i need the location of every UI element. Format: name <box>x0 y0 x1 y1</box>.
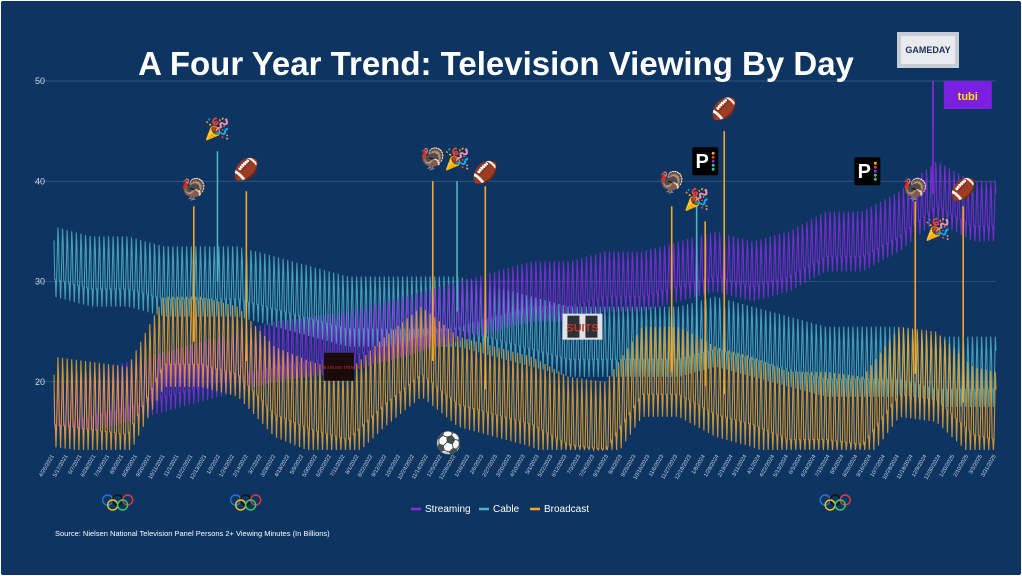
peacock-logo-text: P <box>858 161 871 183</box>
legend-label-cable: Cable <box>493 504 520 515</box>
legend-label-broadcast: Broadcast <box>544 504 589 515</box>
soccer-ball-icon: ⚽ <box>434 430 461 455</box>
olympic-rings-icon <box>229 494 262 511</box>
olympic-rings-icon <box>101 494 134 511</box>
olympic-ring <box>116 499 129 511</box>
tubi-logo-icon: tubi <box>943 81 992 110</box>
party-popper-icon: 🎉 <box>684 186 710 212</box>
turkey-icon: 🦃 <box>659 169 685 194</box>
gameday-logo-icon: GAMEDAY <box>897 32 959 68</box>
gameday-logo-text: GAMEDAY <box>905 45 950 55</box>
legend-label-streaming: Streaming <box>425 504 471 515</box>
peacock-logo-text: P <box>696 151 709 173</box>
y-tick-label: 40 <box>35 176 45 186</box>
peacock-logo-bg <box>854 157 881 186</box>
tubi-logo-bg <box>943 81 992 110</box>
football-icon: 🏈 <box>711 96 737 122</box>
peacock-dot <box>873 161 877 165</box>
y-tick-label: 50 <box>35 76 45 86</box>
peacock-logo-icon: P <box>854 157 881 186</box>
party-popper-icon: 🎉 <box>444 146 470 172</box>
peacock-dot <box>873 173 877 177</box>
series-line-cable <box>53 227 997 407</box>
peacock-logo-bg <box>692 147 719 176</box>
tubi-logo-text: tubi <box>958 91 978 103</box>
peacock-dot <box>711 151 715 155</box>
suits-logo-icon: SUITS <box>562 313 603 340</box>
y-tick-label: 30 <box>35 277 45 287</box>
turkey-icon: 🦃 <box>420 146 446 171</box>
peacock-dot <box>873 165 877 169</box>
stranger-logo-text: STRANGER THINGS <box>318 365 360 370</box>
peacock-dot <box>711 155 715 159</box>
chart-title: A Four Year Trend: Television Viewing By… <box>138 45 854 82</box>
series-line-broadcast <box>53 296 997 452</box>
peacock-dot <box>711 163 715 167</box>
party-popper-icon: 🎉 <box>204 116 230 142</box>
football-icon: 🏈 <box>950 176 976 202</box>
suits-figure <box>567 315 580 338</box>
y-tick-label: 20 <box>35 377 45 387</box>
peacock-dot <box>873 169 877 173</box>
turkey-icon: 🦃 <box>902 176 928 201</box>
series-line-streaming <box>53 161 997 442</box>
olympic-rings-icon <box>819 494 851 511</box>
peacock-dot <box>711 167 715 171</box>
turkey-icon: 🦃 <box>181 176 207 201</box>
peacock-dot <box>873 177 877 181</box>
gameday-logo-inner <box>901 36 955 64</box>
party-popper-icon: 🎉 <box>924 216 950 242</box>
peacock-dot <box>711 159 715 163</box>
olympic-ring <box>244 499 257 511</box>
suits-figure <box>585 315 598 338</box>
source-note: Source: Nielsen National Television Pane… <box>55 529 330 538</box>
stranger-things-logo-icon: STRANGER THINGS <box>318 352 360 381</box>
stranger-logo-bg <box>323 352 354 381</box>
peacock-logo-icon: P <box>692 147 719 176</box>
football-icon: 🏈 <box>472 159 498 185</box>
olympic-ring <box>834 499 846 511</box>
football-icon: 🏈 <box>233 156 259 182</box>
suits-logo-text: SUITS <box>566 323 598 335</box>
